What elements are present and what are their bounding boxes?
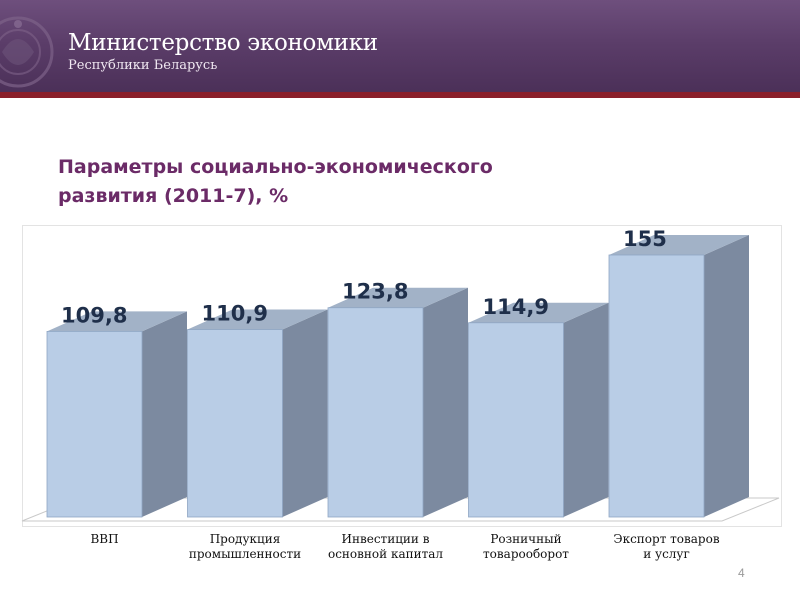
data-label-4: 114,9 xyxy=(483,295,549,319)
bar-2-top xyxy=(187,309,328,330)
data-label-2: 110,9 xyxy=(202,302,268,326)
bar-3-side xyxy=(423,287,468,517)
chart-frame xyxy=(22,225,782,527)
x-tick-label-4: Розничный товарооборот xyxy=(483,532,569,561)
bar-1-top xyxy=(47,311,187,332)
x-tick-label-3: Инвестиции в основной капитал xyxy=(328,532,443,561)
org-title: Министерство экономики xyxy=(68,30,378,56)
data-label-3: 123,8 xyxy=(342,280,408,304)
bar-4 xyxy=(468,322,564,518)
bar-2 xyxy=(187,329,283,518)
slide-title-line-1: Параметры социально-экономического xyxy=(58,156,493,178)
x-tick-label-2: Продукция промышленности xyxy=(189,532,301,561)
data-label-1: 109,8 xyxy=(61,303,127,327)
banner-accent-stripe xyxy=(0,92,800,98)
bar-3-top xyxy=(328,287,468,308)
data-label-5: 155 xyxy=(623,227,667,251)
bar-5-top xyxy=(609,235,749,255)
bar-2-side xyxy=(282,309,328,517)
slide-title-line-2: развития (2011-7), % xyxy=(58,185,289,207)
bar-5 xyxy=(608,254,705,518)
bar-1-side xyxy=(142,311,187,517)
x-tick-label-5: Экспорт товаров и услуг xyxy=(613,532,719,561)
bar-3 xyxy=(327,307,424,518)
page-number: 4 xyxy=(738,566,745,580)
bar-1 xyxy=(46,331,143,518)
org-subtitle: Республики Беларусь xyxy=(68,58,218,73)
header-banner: Министерство экономики Республики Белару… xyxy=(0,0,800,98)
state-emblem-icon xyxy=(0,16,54,88)
bar-4-top xyxy=(468,302,609,323)
bar-4-side xyxy=(563,302,609,517)
slide-title: Параметры социально-экономического разви… xyxy=(58,153,618,211)
x-tick-label-1: ВВП xyxy=(90,532,118,546)
bar-5-side xyxy=(704,235,749,517)
